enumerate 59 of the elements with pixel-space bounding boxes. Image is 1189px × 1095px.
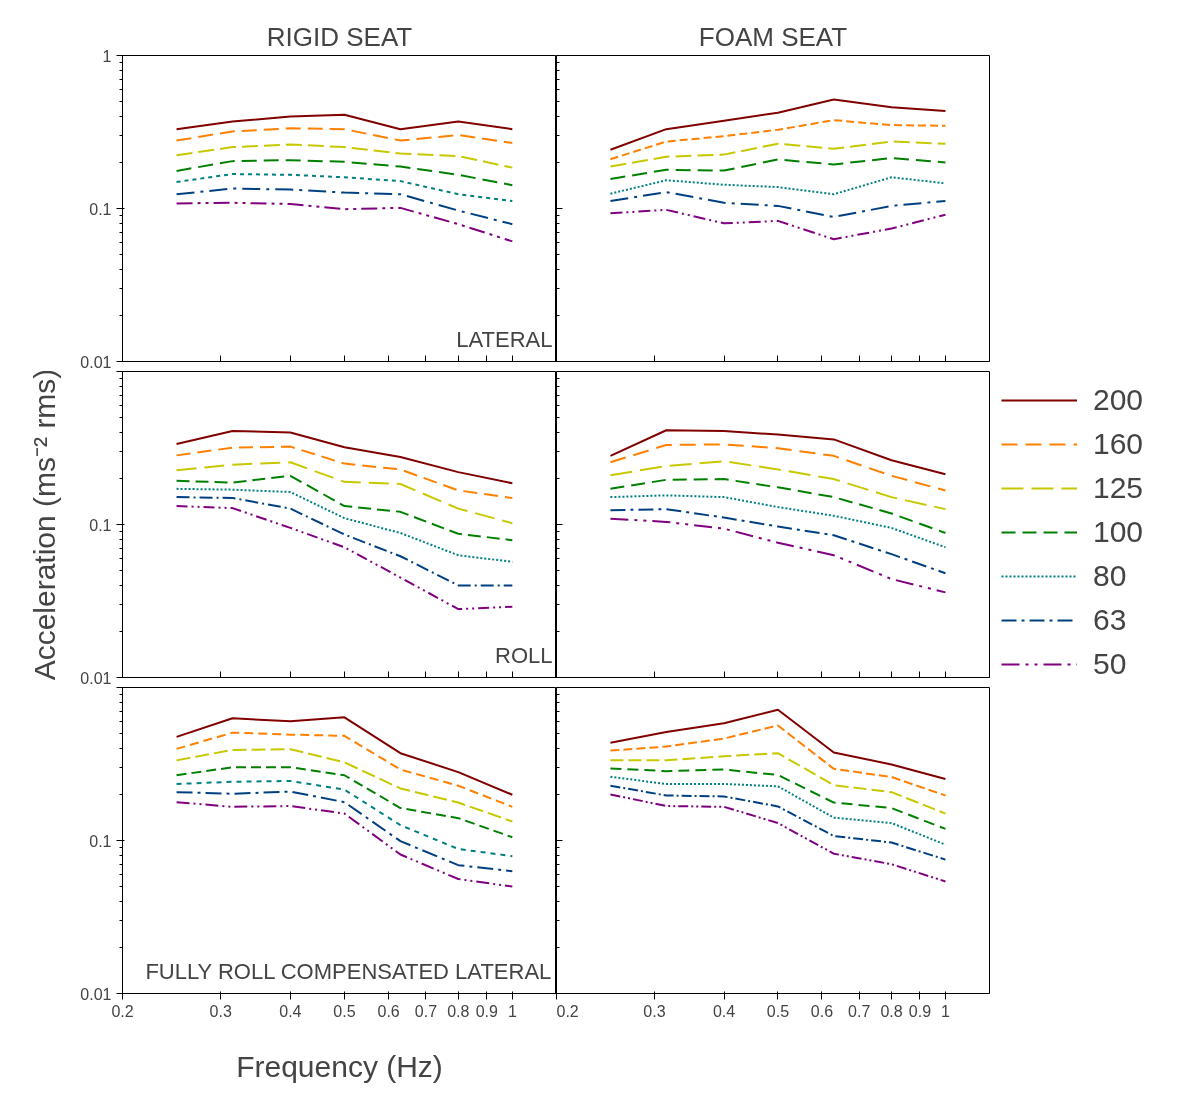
y-axis-title: Acceleration (ms⁻² rms) bbox=[28, 368, 62, 681]
chart-title: FOAM SEAT bbox=[698, 21, 848, 52]
annotation: ROLL bbox=[495, 642, 553, 668]
y-tick-label: 0.01 bbox=[80, 985, 112, 1003]
x-tick-label: 0.9 bbox=[475, 1002, 499, 1020]
line-series bbox=[175, 790, 514, 873]
legend-label: 63 bbox=[1093, 603, 1127, 637]
line-series bbox=[175, 187, 514, 226]
x-tick-label: 1 bbox=[507, 1002, 517, 1020]
annotation: FULLY ROLL COMPENSATED LATERAL bbox=[145, 958, 552, 984]
x-tick-label: 0.8 bbox=[447, 1002, 470, 1020]
y-tick-label: 0.01 bbox=[80, 353, 112, 371]
line-series bbox=[175, 113, 514, 131]
line-series bbox=[175, 429, 514, 485]
line-series bbox=[175, 173, 514, 202]
y-tick-label: 0.1 bbox=[89, 516, 112, 534]
legend-label: 80 bbox=[1093, 559, 1127, 593]
x-tick-label: 0.7 bbox=[848, 1002, 871, 1020]
x-tick-label: 0.3 bbox=[643, 1002, 666, 1020]
line-series bbox=[175, 445, 514, 499]
line-series bbox=[175, 779, 514, 858]
annotation: LATERAL bbox=[456, 326, 553, 352]
x-tick-label: 0.2 bbox=[111, 1002, 134, 1020]
line-series bbox=[175, 143, 514, 169]
y-tick-label: 0.1 bbox=[89, 200, 112, 218]
y-tick-label: 0.01 bbox=[80, 669, 112, 687]
legend-label: 50 bbox=[1093, 647, 1127, 681]
x-tick-label: 0.4 bbox=[712, 1002, 736, 1020]
line-series bbox=[175, 801, 514, 888]
line-series bbox=[175, 127, 514, 144]
x-tick-label: 0.9 bbox=[908, 1002, 932, 1020]
y-tick-label: 1 bbox=[102, 47, 112, 65]
line-series bbox=[175, 716, 514, 796]
line-series bbox=[175, 505, 514, 611]
x-tick-label: 0.2 bbox=[556, 1002, 579, 1020]
x-tick-label: 0.8 bbox=[880, 1002, 903, 1020]
line-series bbox=[175, 461, 514, 525]
line-series bbox=[175, 201, 514, 243]
line-series bbox=[175, 474, 514, 542]
x-tick-label: 0.5 bbox=[766, 1002, 790, 1020]
x-tick-label: 0.7 bbox=[414, 1002, 438, 1020]
x-tick-label: 0.3 bbox=[209, 1002, 232, 1020]
x-tick-label: 0.5 bbox=[333, 1002, 356, 1020]
x-axis-title: Frequency (Hz) bbox=[236, 1049, 443, 1083]
legend-label: 125 bbox=[1093, 471, 1144, 505]
line-series bbox=[175, 496, 514, 587]
legend-label: 200 bbox=[1093, 383, 1144, 417]
x-tick-label: 0.6 bbox=[377, 1002, 400, 1020]
line-series bbox=[175, 748, 514, 823]
line-series bbox=[175, 731, 514, 808]
x-tick-label: 1 bbox=[940, 1002, 950, 1020]
x-tick-label: 0.4 bbox=[279, 1002, 302, 1020]
y-tick-label: 0.1 bbox=[89, 832, 112, 850]
legend-label: 100 bbox=[1093, 515, 1144, 549]
x-tick-label: 0.6 bbox=[810, 1002, 834, 1020]
line-series bbox=[175, 159, 514, 187]
chart-title: RIGID SEAT bbox=[266, 21, 413, 52]
line-series bbox=[175, 766, 514, 839]
legend-label: 160 bbox=[1093, 427, 1144, 461]
